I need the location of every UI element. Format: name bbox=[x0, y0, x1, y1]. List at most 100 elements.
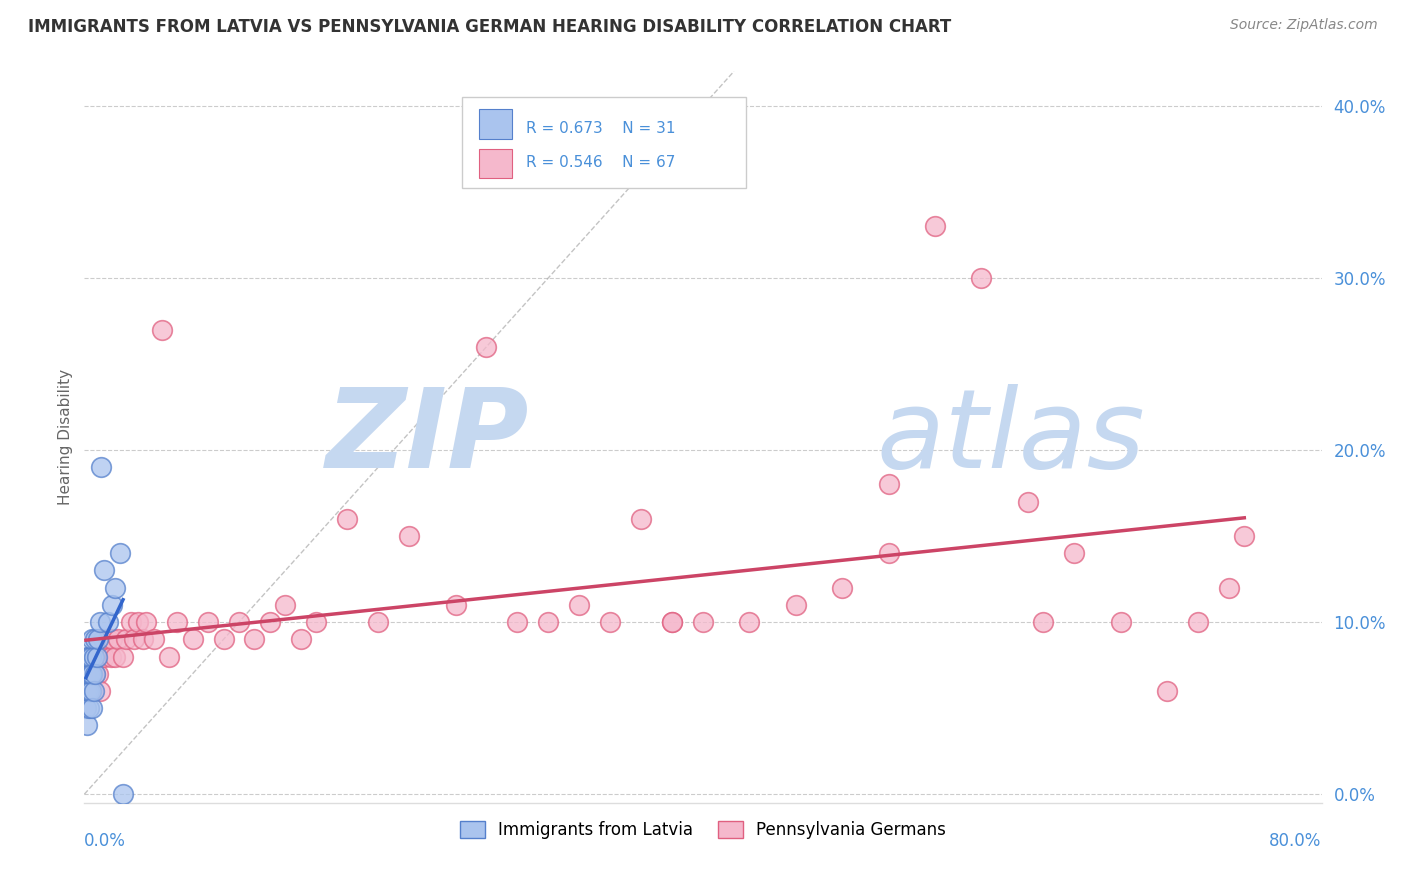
Point bbox=[90, 649, 112, 664]
Point bbox=[181, 632, 204, 647]
Point bbox=[100, 649, 122, 664]
Point bbox=[82, 632, 104, 647]
Point bbox=[259, 615, 281, 629]
Point bbox=[108, 546, 131, 560]
Point bbox=[1109, 615, 1132, 629]
Point bbox=[1032, 615, 1054, 629]
Text: Source: ZipAtlas.com: Source: ZipAtlas.com bbox=[1230, 18, 1378, 32]
Point bbox=[115, 632, 138, 647]
Point bbox=[93, 649, 115, 664]
Point bbox=[1218, 581, 1240, 595]
Point bbox=[398, 529, 420, 543]
Point bbox=[82, 701, 104, 715]
Point bbox=[877, 546, 900, 560]
Text: R = 0.546    N = 67: R = 0.546 N = 67 bbox=[526, 155, 675, 170]
Point bbox=[77, 649, 100, 664]
Point bbox=[104, 649, 127, 664]
Point bbox=[84, 666, 107, 681]
Point bbox=[87, 632, 110, 647]
Point bbox=[692, 615, 714, 629]
Point bbox=[76, 666, 98, 681]
Point bbox=[127, 615, 149, 629]
Point bbox=[90, 460, 112, 475]
Point bbox=[77, 701, 100, 715]
Point bbox=[166, 615, 188, 629]
Point bbox=[96, 632, 118, 647]
Point bbox=[84, 632, 107, 647]
Point bbox=[367, 615, 389, 629]
Point bbox=[93, 564, 115, 578]
Text: IMMIGRANTS FROM LATVIA VS PENNSYLVANIA GERMAN HEARING DISABILITY CORRELATION CHA: IMMIGRANTS FROM LATVIA VS PENNSYLVANIA G… bbox=[28, 18, 952, 36]
Point bbox=[738, 615, 761, 629]
Point bbox=[112, 649, 135, 664]
Point bbox=[79, 684, 101, 698]
Point bbox=[76, 666, 98, 681]
Point bbox=[785, 598, 807, 612]
Point bbox=[630, 512, 652, 526]
Point bbox=[76, 684, 98, 698]
Point bbox=[599, 615, 621, 629]
FancyBboxPatch shape bbox=[479, 149, 512, 178]
Point bbox=[924, 219, 946, 234]
Point bbox=[79, 666, 101, 681]
Point bbox=[212, 632, 235, 647]
Point bbox=[274, 598, 297, 612]
Point bbox=[112, 787, 135, 801]
Point bbox=[506, 615, 529, 629]
Point bbox=[197, 615, 219, 629]
Point bbox=[143, 632, 166, 647]
Point bbox=[89, 684, 111, 698]
Point bbox=[444, 598, 467, 612]
Point bbox=[831, 581, 853, 595]
Text: 80.0%: 80.0% bbox=[1270, 832, 1322, 850]
Point bbox=[1063, 546, 1085, 560]
Point bbox=[91, 632, 114, 647]
Point bbox=[877, 477, 900, 491]
Point bbox=[75, 684, 97, 698]
Point bbox=[1017, 494, 1039, 508]
Point bbox=[661, 615, 683, 629]
Point bbox=[76, 718, 98, 732]
Point bbox=[970, 271, 993, 285]
Point bbox=[661, 615, 683, 629]
Point bbox=[82, 684, 104, 698]
Point bbox=[135, 615, 157, 629]
Point bbox=[83, 649, 105, 664]
Text: atlas: atlas bbox=[876, 384, 1144, 491]
Point bbox=[77, 666, 100, 681]
Point bbox=[75, 684, 97, 698]
Point bbox=[305, 615, 328, 629]
Point bbox=[84, 666, 107, 681]
Point bbox=[96, 615, 118, 629]
Point bbox=[1156, 684, 1178, 698]
Point bbox=[228, 615, 250, 629]
Point bbox=[1233, 529, 1256, 543]
Point bbox=[107, 632, 129, 647]
Point bbox=[101, 632, 124, 647]
Point bbox=[86, 649, 108, 664]
Point bbox=[150, 322, 173, 336]
Point bbox=[79, 666, 101, 681]
Point bbox=[77, 684, 100, 698]
Text: ZIP: ZIP bbox=[326, 384, 530, 491]
Point bbox=[120, 615, 142, 629]
Text: 0.0%: 0.0% bbox=[84, 832, 127, 850]
Text: R = 0.673    N = 31: R = 0.673 N = 31 bbox=[526, 121, 675, 136]
Point bbox=[243, 632, 266, 647]
Point bbox=[475, 340, 498, 354]
FancyBboxPatch shape bbox=[479, 110, 512, 138]
Point bbox=[537, 615, 560, 629]
Point bbox=[76, 649, 98, 664]
Y-axis label: Hearing Disability: Hearing Disability bbox=[58, 369, 73, 505]
Point bbox=[79, 649, 101, 664]
Point bbox=[83, 666, 105, 681]
Point bbox=[101, 598, 124, 612]
Point bbox=[122, 632, 145, 647]
Point bbox=[1187, 615, 1209, 629]
Point bbox=[159, 649, 180, 664]
Point bbox=[83, 684, 105, 698]
Point bbox=[104, 581, 127, 595]
Point bbox=[89, 615, 111, 629]
Point bbox=[568, 598, 591, 612]
Point bbox=[75, 666, 97, 681]
